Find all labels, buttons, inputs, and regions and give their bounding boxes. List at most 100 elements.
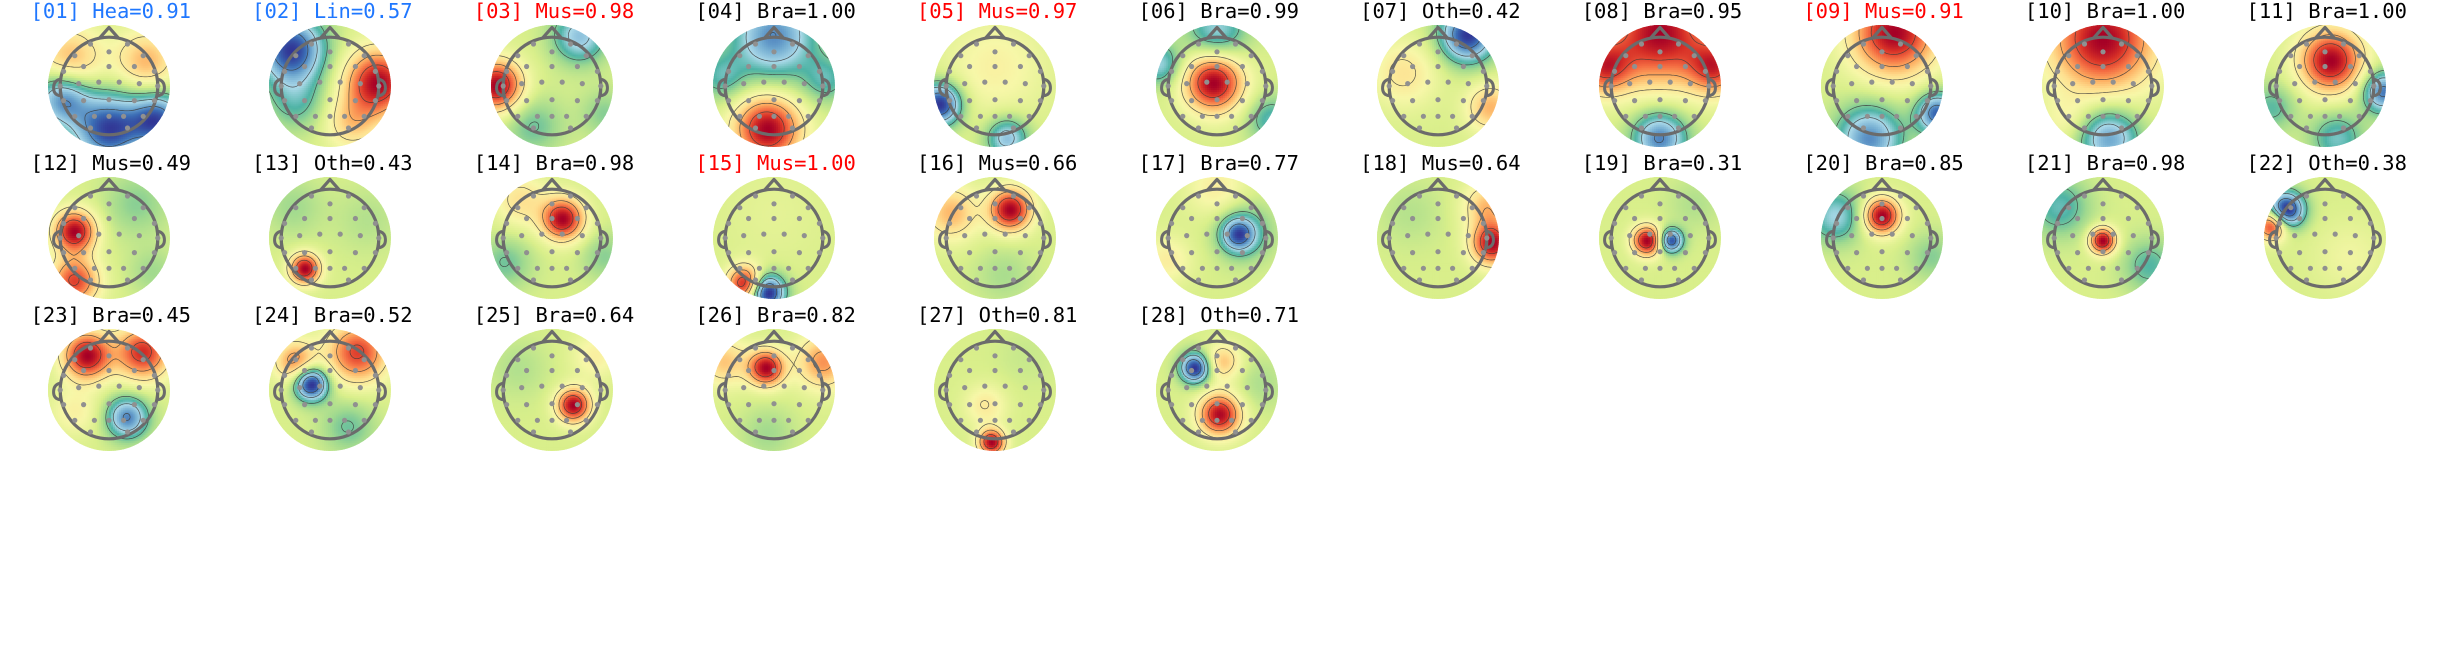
topomap-wrap-26[interactable] (711, 327, 841, 453)
component-label-21[interactable]: [21] Bra=0.98 (2025, 152, 2185, 176)
topomap-row-2: [12] Mus=0.49 [13] Oth=0.43 [14] Bra=0.9… (0, 152, 2438, 304)
component-cell-04[interactable]: [04] Bra=1.00 (665, 0, 887, 152)
component-cell-18[interactable]: [18] Mus=0.64 (1330, 152, 1552, 304)
topomap-wrap-12[interactable] (46, 175, 176, 301)
component-label-03[interactable]: [03] Mus=0.98 (474, 0, 634, 24)
component-cell-14[interactable]: [14] Bra=0.98 (443, 152, 665, 304)
component-label-06[interactable]: [06] Bra=0.99 (1139, 0, 1299, 24)
component-cell-11[interactable]: [11] Bra=1.00 (2216, 0, 2438, 152)
component-label-13[interactable]: [13] Oth=0.43 (252, 152, 412, 176)
topomap-wrap-27[interactable] (932, 327, 1062, 453)
component-label-18[interactable]: [18] Mus=0.64 (1360, 152, 1520, 176)
component-label-04[interactable]: [04] Bra=1.00 (695, 0, 855, 24)
topomap-14 (489, 175, 615, 301)
component-cell-28[interactable]: [28] Oth=0.71 (1108, 304, 1330, 456)
component-cell-09[interactable]: [09] Mus=0.91 (1773, 0, 1995, 152)
component-cell-27[interactable]: [27] Oth=0.81 (886, 304, 1108, 456)
component-cell-06[interactable]: [06] Bra=0.99 (1108, 0, 1330, 152)
component-cell-26[interactable]: [26] Bra=0.82 (665, 304, 887, 456)
topomap-wrap-02[interactable] (267, 23, 397, 149)
topomap-wrap-22[interactable] (2262, 175, 2392, 301)
component-label-22[interactable]: [22] Oth=0.38 (2247, 152, 2407, 176)
component-cell-15[interactable]: [15] Mus=1.00 (665, 152, 887, 304)
component-label-14[interactable]: [14] Bra=0.98 (474, 152, 634, 176)
component-label-15[interactable]: [15] Mus=1.00 (695, 152, 855, 176)
component-cell-13[interactable]: [13] Oth=0.43 (222, 152, 444, 304)
component-cell-02[interactable]: [02] Lin=0.57 (222, 0, 444, 152)
topomap-wrap-03[interactable] (489, 23, 619, 149)
topomap-03 (489, 23, 615, 149)
topomap-wrap-14[interactable] (489, 175, 619, 301)
topomap-26 (711, 327, 837, 453)
topomap-wrap-04[interactable] (711, 23, 841, 149)
component-label-19[interactable]: [19] Bra=0.31 (1582, 152, 1742, 176)
component-label-17[interactable]: [17] Bra=0.77 (1139, 152, 1299, 176)
component-cell-07[interactable]: [07] Oth=0.42 (1330, 0, 1552, 152)
component-label-11[interactable]: [11] Bra=1.00 (2247, 0, 2407, 24)
topomap-wrap-07[interactable] (1375, 23, 1505, 149)
component-cell-23[interactable]: [23] Bra=0.45 (0, 304, 222, 456)
component-label-16[interactable]: [16] Mus=0.66 (917, 152, 1077, 176)
component-cell-05[interactable]: [05] Mus=0.97 (886, 0, 1108, 152)
component-label-01[interactable]: [01] Hea=0.91 (31, 0, 191, 24)
component-label-28[interactable]: [28] Oth=0.71 (1139, 304, 1299, 328)
component-cell-01[interactable]: [01] Hea=0.91 (0, 0, 222, 152)
topomap-wrap-05[interactable] (932, 23, 1062, 149)
component-cell-24[interactable]: [24] Bra=0.52 (222, 304, 444, 456)
topomap-08 (1597, 23, 1723, 149)
topomap-wrap-09[interactable] (1819, 23, 1949, 149)
component-cell-10[interactable]: [10] Bra=1.00 (1994, 0, 2216, 152)
topomap-wrap-15[interactable] (711, 175, 841, 301)
topomap-wrap-16[interactable] (932, 175, 1062, 301)
topomap-wrap-20[interactable] (1819, 175, 1949, 301)
topomap-wrap-18[interactable] (1375, 175, 1505, 301)
topomap-wrap-10[interactable] (2040, 23, 2170, 149)
component-label-20[interactable]: [20] Bra=0.85 (1803, 152, 1963, 176)
topomap-wrap-11[interactable] (2262, 23, 2392, 149)
topomap-13 (267, 175, 393, 301)
component-cell-20[interactable]: [20] Bra=0.85 (1773, 152, 1995, 304)
component-label-25[interactable]: [25] Bra=0.64 (474, 304, 634, 328)
topomap-wrap-24[interactable] (267, 327, 397, 453)
component-cell-19[interactable]: [19] Bra=0.31 (1551, 152, 1773, 304)
component-label-09[interactable]: [09] Mus=0.91 (1803, 0, 1963, 24)
topomap-wrap-21[interactable] (2040, 175, 2170, 301)
component-label-05[interactable]: [05] Mus=0.97 (917, 0, 1077, 24)
topomap-27 (932, 327, 1058, 453)
component-label-12[interactable]: [12] Mus=0.49 (31, 152, 191, 176)
topomap-15 (711, 175, 837, 301)
topomap-row-1: [01] Hea=0.91 [02] Lin=0.57 [03] Mus=0.9… (0, 0, 2438, 152)
topomap-23 (46, 327, 172, 453)
component-cell-17[interactable]: [17] Bra=0.77 (1108, 152, 1330, 304)
topomap-17 (1154, 175, 1280, 301)
component-cell-22[interactable]: [22] Oth=0.38 (2216, 152, 2438, 304)
topomap-wrap-28[interactable] (1154, 327, 1284, 453)
topomap-04 (711, 23, 837, 149)
topomap-row-3: [23] Bra=0.45 [24] Bra=0.52 [25] Bra=0.6… (0, 304, 2438, 456)
component-label-10[interactable]: [10] Bra=1.00 (2025, 0, 2185, 24)
component-cell-21[interactable]: [21] Bra=0.98 (1994, 152, 2216, 304)
component-cell-03[interactable]: [03] Mus=0.98 (443, 0, 665, 152)
topomap-wrap-01[interactable] (46, 23, 176, 149)
topomap-wrap-19[interactable] (1597, 175, 1727, 301)
topomap-wrap-06[interactable] (1154, 23, 1284, 149)
topomap-12 (46, 175, 172, 301)
component-cell-08[interactable]: [08] Bra=0.95 (1551, 0, 1773, 152)
topomap-wrap-13[interactable] (267, 175, 397, 301)
component-label-23[interactable]: [23] Bra=0.45 (31, 304, 191, 328)
topomap-28 (1154, 327, 1280, 453)
component-label-26[interactable]: [26] Bra=0.82 (695, 304, 855, 328)
topomap-wrap-17[interactable] (1154, 175, 1284, 301)
component-cell-12[interactable]: [12] Mus=0.49 (0, 152, 222, 304)
component-label-24[interactable]: [24] Bra=0.52 (252, 304, 412, 328)
component-cell-16[interactable]: [16] Mus=0.66 (886, 152, 1108, 304)
component-label-02[interactable]: [02] Lin=0.57 (252, 0, 412, 24)
topomap-wrap-25[interactable] (489, 327, 619, 453)
component-label-07[interactable]: [07] Oth=0.42 (1360, 0, 1520, 24)
topomap-wrap-23[interactable] (46, 327, 176, 453)
topomap-wrap-08[interactable] (1597, 23, 1727, 149)
component-cell-25[interactable]: [25] Bra=0.64 (443, 304, 665, 456)
component-label-08[interactable]: [08] Bra=0.95 (1582, 0, 1742, 24)
component-label-27[interactable]: [27] Oth=0.81 (917, 304, 1077, 328)
